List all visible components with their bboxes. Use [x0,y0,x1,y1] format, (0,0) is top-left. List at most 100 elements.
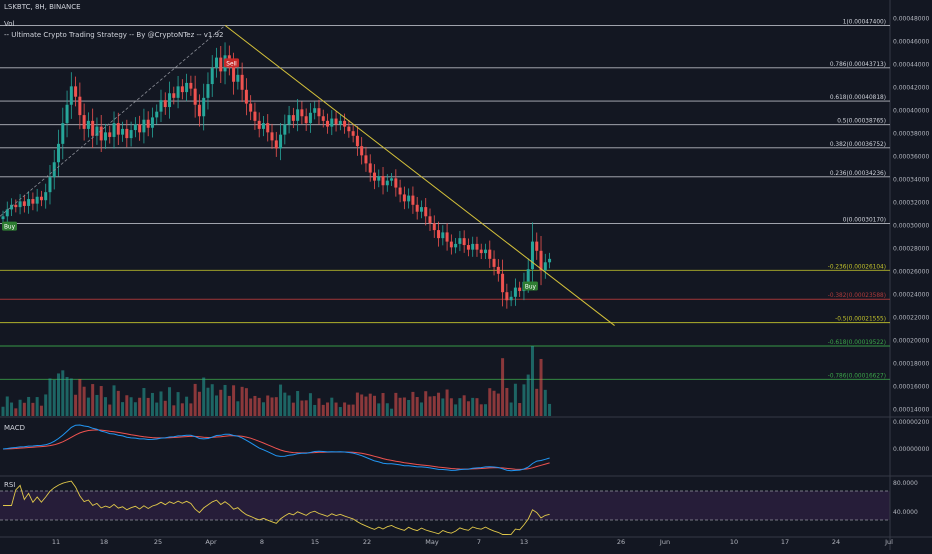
candle-body[interactable] [155,111,159,118]
candle-body[interactable] [44,192,48,201]
candle-body[interactable] [390,178,394,181]
candle-body[interactable] [95,126,99,136]
candle-body[interactable] [402,194,406,202]
candle-body[interactable] [437,230,441,239]
candle-body[interactable] [253,111,257,121]
candle-body[interactable] [133,124,137,131]
candle-body[interactable] [52,162,56,178]
candle-body[interactable] [283,124,287,135]
candle-body[interactable] [364,155,368,164]
candle-body[interactable] [484,249,488,254]
candle-body[interactable] [274,140,278,149]
candle-body[interactable] [215,57,218,68]
candle-body[interactable] [14,204,18,208]
candle-body[interactable] [74,86,78,97]
candle-body[interactable] [210,67,214,85]
candle-body[interactable] [65,104,69,124]
candle-body[interactable] [535,241,539,251]
candle-body[interactable] [129,130,133,139]
candle-body[interactable] [471,243,475,250]
candle-body[interactable] [360,146,364,156]
candle-body[interactable] [479,249,483,254]
candle-body[interactable] [10,204,14,210]
candle-body[interactable] [496,266,500,274]
candle-body[interactable] [270,132,274,141]
candle-body[interactable] [488,249,492,259]
candle-body[interactable] [300,109,304,117]
candle-body[interactable] [189,82,193,89]
candle-body[interactable] [69,86,73,105]
candle-body[interactable] [334,118,338,125]
candle-body[interactable] [99,126,103,141]
candle-body[interactable] [197,104,201,117]
buy-signal-badge[interactable] [2,221,17,231]
candle-body[interactable] [172,93,176,98]
candle-body[interactable] [121,128,125,135]
candle-body[interactable] [475,243,479,250]
candle-body[interactable] [103,132,107,141]
candle-body[interactable] [249,103,253,112]
candle-body[interactable] [125,128,129,139]
candle-body[interactable] [185,82,189,93]
candle-body[interactable] [163,100,167,108]
candle-body[interactable] [326,120,330,127]
candle-body[interactable] [206,84,210,98]
candle-body[interactable] [35,196,39,204]
candle-body[interactable] [176,86,180,98]
candle-body[interactable] [317,108,321,117]
candle-body[interactable] [240,74,244,90]
candle-body[interactable] [411,195,415,205]
candle-body[interactable] [86,120,90,129]
candle-body[interactable] [150,117,154,128]
candle-body[interactable] [543,262,547,271]
candle-body[interactable] [266,123,270,133]
candle-body[interactable] [202,97,206,117]
candle-body[interactable] [407,195,411,202]
candle-body[interactable] [466,245,470,250]
candle-body[interactable] [236,74,240,82]
candle-body[interactable] [296,109,300,121]
candle-body[interactable] [1,216,5,220]
candle-body[interactable] [142,119,146,133]
candle-body[interactable] [48,177,52,193]
candle-body[interactable] [428,216,432,224]
buy-signal-badge[interactable] [522,281,538,291]
candle-body[interactable] [279,134,283,149]
candle-body[interactable] [146,119,150,128]
candle-body[interactable] [343,120,347,127]
candle-body[interactable] [530,241,534,270]
candle-body[interactable] [261,123,265,129]
candle-body[interactable] [368,163,372,173]
candle-body[interactable] [381,176,385,186]
candle-body[interactable] [304,116,308,124]
candle-body[interactable] [219,57,223,72]
candle-body[interactable] [330,118,334,127]
candle-body[interactable] [424,207,428,217]
candle-body[interactable] [518,287,522,292]
candle-body[interactable] [159,100,163,112]
candle-body[interactable] [509,296,513,301]
candle-body[interactable] [180,86,184,93]
candle-body[interactable] [291,115,295,121]
candle-body[interactable] [308,112,312,124]
candle-body[interactable] [138,124,142,133]
candle-body[interactable] [18,201,22,208]
candle-body[interactable] [548,258,552,263]
candle-body[interactable] [454,243,458,248]
candle-body[interactable] [462,238,466,246]
candle-body[interactable] [61,123,65,144]
candle-body[interactable] [112,123,116,137]
candle-body[interactable] [39,196,43,201]
candle-body[interactable] [193,88,197,105]
candle-body[interactable] [419,207,423,212]
candle-body[interactable] [31,199,35,204]
candle-body[interactable] [394,178,398,188]
candle-body[interactable] [505,292,509,301]
candle-body[interactable] [458,238,462,244]
candle-body[interactable] [526,269,530,282]
candle-body[interactable] [539,250,543,271]
candle-body[interactable] [232,65,236,82]
candle-body[interactable] [492,258,496,267]
candle-body[interactable] [377,176,381,181]
